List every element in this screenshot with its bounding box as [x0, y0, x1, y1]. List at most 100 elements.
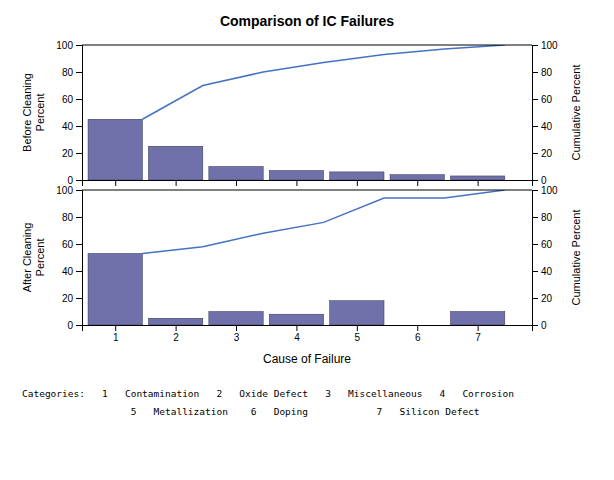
tick-label: 20 [62, 293, 74, 304]
tick: 100 [532, 185, 558, 196]
tick-mark [76, 271, 82, 272]
tick-label: 20 [541, 293, 553, 304]
tick-mark [76, 126, 82, 127]
tick-mark [115, 325, 116, 331]
tick-mark [417, 325, 418, 331]
tick-mark [76, 298, 82, 299]
bar [269, 314, 323, 325]
tick: 40 [62, 121, 82, 132]
tick: 20 [532, 293, 553, 304]
bar [88, 119, 142, 180]
tick-label: 100 [56, 40, 73, 51]
tick: 1 [113, 325, 119, 343]
tick-mark [532, 180, 538, 181]
tick [236, 180, 237, 186]
tick: 100 [532, 40, 558, 51]
bar [209, 167, 263, 181]
tick-mark [296, 180, 297, 186]
y-label: Before CleaningPercent [21, 73, 46, 152]
tick: 40 [532, 266, 553, 277]
tick-mark [532, 45, 538, 46]
y-label-line: Before Cleaning [21, 73, 33, 152]
tick-mark [532, 244, 538, 245]
tick-mark [76, 217, 82, 218]
bar [148, 318, 202, 325]
x-axis: 1234567 [83, 325, 533, 343]
tick-mark [478, 180, 479, 186]
y-axis: 020406080100 [56, 40, 82, 186]
cumulative-line [142, 45, 504, 119]
tick: 20 [62, 293, 82, 304]
tick-mark [532, 217, 538, 218]
tick-mark [76, 325, 82, 326]
tick-label: 40 [541, 266, 553, 277]
tick-mark [532, 153, 538, 154]
bar [450, 176, 504, 180]
x-axis [83, 180, 533, 186]
y-label: After CleaningPercent [21, 223, 46, 293]
tick-mark [532, 126, 538, 127]
tick-mark [478, 325, 479, 331]
tick: 20 [532, 148, 553, 159]
tick-label: 80 [541, 67, 553, 78]
tick [417, 180, 418, 186]
bar [450, 312, 504, 326]
axis-line [76, 46, 83, 181]
bar [269, 171, 323, 180]
tick-label: 5 [355, 332, 361, 343]
tick-mark [532, 72, 538, 73]
tick-label: 100 [541, 40, 558, 51]
tick-mark [76, 72, 82, 73]
tick: 80 [62, 212, 82, 223]
panel: 020406080100020406080100 [56, 40, 558, 186]
tick-label: 1 [113, 332, 119, 343]
tick-label: 40 [62, 266, 74, 277]
y2-axis: 020406080100 [532, 185, 558, 331]
tick-label: 0 [67, 320, 73, 331]
frame-line [82, 190, 532, 191]
tick: 40 [532, 121, 553, 132]
panel: 1234567020406080100020406080100 [56, 185, 558, 343]
tick-label: 6 [415, 332, 421, 343]
tick-label: 100 [56, 185, 73, 196]
tick-label: 80 [541, 212, 553, 223]
tick-label: 20 [62, 148, 74, 159]
tick: 4 [294, 325, 300, 343]
axis-line [533, 46, 539, 181]
tick-mark [176, 180, 177, 186]
tick-mark [176, 325, 177, 331]
title: Comparison of IC Failures [220, 13, 394, 29]
tick: 0 [532, 320, 547, 331]
tick-mark [115, 180, 116, 186]
tick-mark [236, 325, 237, 331]
tick-mark [76, 190, 82, 191]
y-axis: 020406080100 [56, 185, 82, 331]
x-label: Cause of Failure [263, 352, 351, 366]
tick-mark [76, 45, 82, 46]
tick: 3 [234, 325, 240, 343]
tick-label: 100 [541, 185, 558, 196]
tick-mark [357, 325, 358, 331]
y2-label: Cumulative Percent [570, 65, 582, 161]
tick-label: 60 [541, 94, 553, 105]
tick-mark [532, 190, 538, 191]
tick-label: 2 [173, 332, 179, 343]
tick: 6 [415, 325, 421, 343]
tick-label: 80 [62, 212, 74, 223]
tick [478, 180, 479, 186]
tick: 60 [532, 94, 553, 105]
tick-label: 3 [234, 332, 240, 343]
y2-label: Cumulative Percent [570, 210, 582, 306]
tick-mark [357, 180, 358, 186]
marks [88, 45, 505, 180]
y-label-line: Percent [34, 94, 46, 132]
chart: 020406080100020406080100Comparison of IC… [0, 0, 614, 480]
axis-line [83, 326, 533, 332]
y2-label-line: Cumulative Percent [570, 65, 582, 161]
tick-mark [76, 180, 82, 181]
tick-label: 0 [541, 320, 547, 331]
tick-mark [532, 99, 538, 100]
tick [115, 180, 116, 186]
cumulative-line [142, 190, 504, 253]
tick: 2 [173, 325, 179, 343]
